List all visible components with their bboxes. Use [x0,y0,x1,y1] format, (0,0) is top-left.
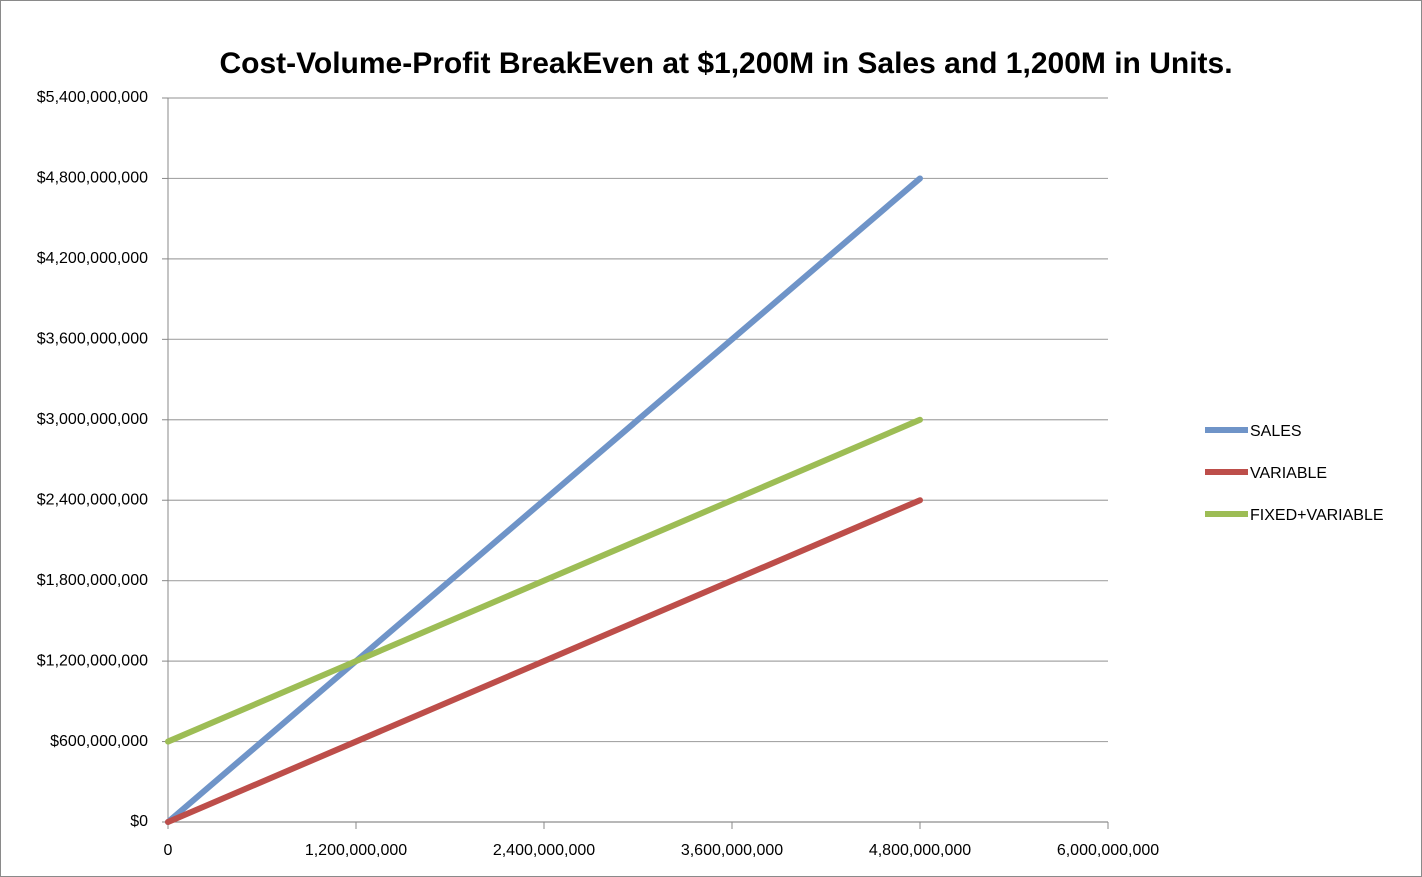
series-line [165,416,923,745]
chart-title: Cost-Volume-Profit BreakEven at $1,200M … [219,47,1232,80]
series-line [165,497,923,825]
y-tick-label: $4,200,000,000 [37,250,148,267]
x-tick-label: 1,200,000,000 [305,842,407,859]
x-tick-label: 6,000,000,000 [1057,842,1159,859]
x-tick-label: 3,600,000,000 [681,842,783,859]
legend-label: SALES [1250,423,1302,440]
y-tick-label: $0 [130,813,148,830]
y-tick-label: $3,600,000,000 [37,331,148,348]
y-tick-label: $3,000,000,000 [37,411,148,428]
x-tick-label: 4,800,000,000 [869,842,971,859]
y-tick-label: $1,800,000,000 [37,572,148,589]
y-tick-label: $5,400,000,000 [37,89,148,106]
y-tick-label: $1,200,000,000 [37,652,148,669]
x-tick-label: 2,400,000,000 [493,842,595,859]
y-tick-label: $4,800,000,000 [37,170,148,187]
y-tick-label: $2,400,000,000 [37,491,148,508]
x-tick-label: 0 [164,842,173,859]
legend-label: FIXED+VARIABLE [1250,507,1384,524]
series-line [165,175,923,825]
legend-label: VARIABLE [1250,465,1327,482]
y-tick-label: $600,000,000 [50,733,148,750]
